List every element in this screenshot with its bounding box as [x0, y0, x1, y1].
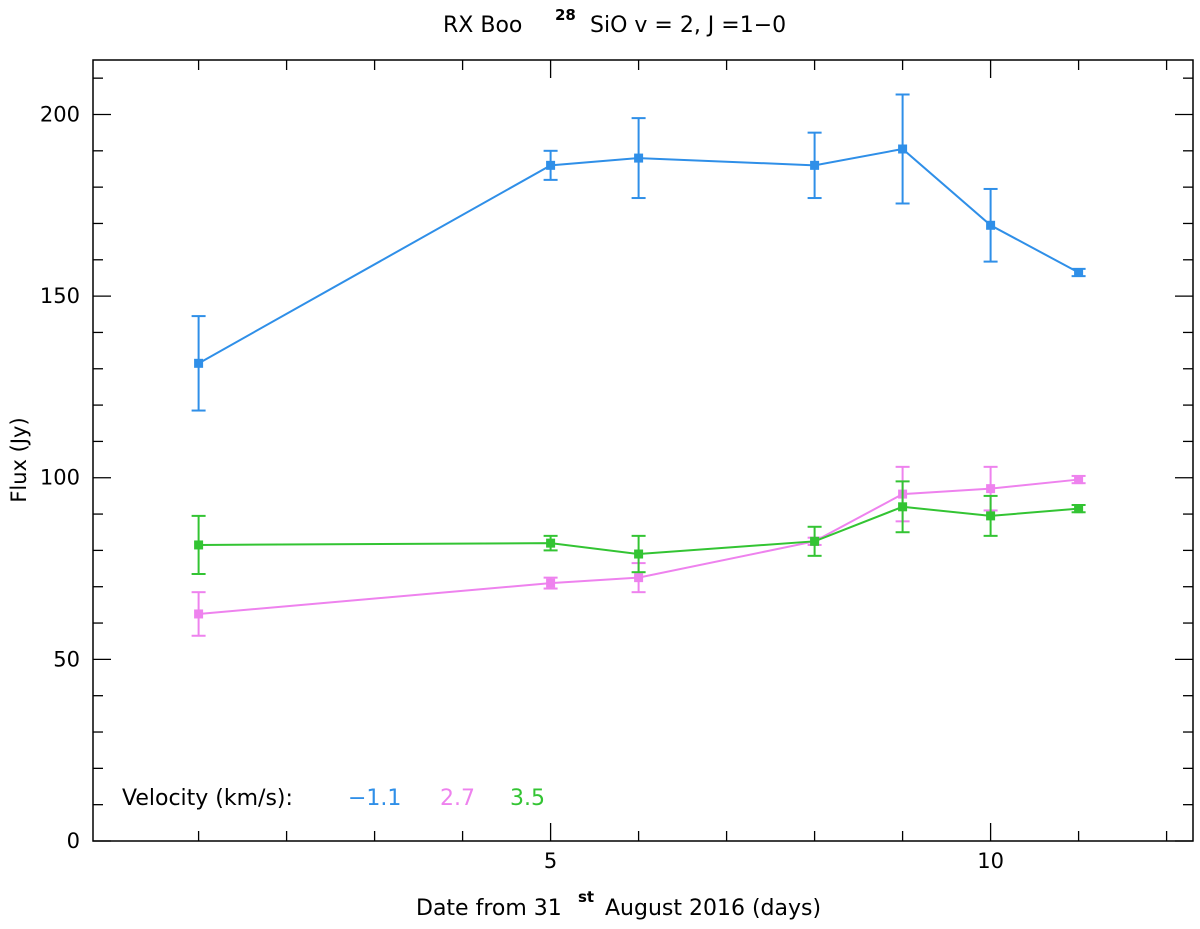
x-axis-label-prefix: Date from 31 [416, 896, 562, 921]
legend-entry-series-2: 2.7 [440, 786, 475, 811]
legend-title: Velocity (km/s): [122, 786, 293, 811]
data-point-marker [810, 536, 820, 546]
data-point-marker [1074, 268, 1084, 278]
data-point-marker [546, 538, 556, 548]
data-point-marker [986, 484, 996, 494]
y-axis-label: Flux (Jy) [7, 417, 31, 502]
series-1 [191, 93, 1086, 412]
data-point-marker [634, 153, 644, 163]
data-point-marker [1074, 475, 1084, 485]
legend: Velocity (km/s): −1.1 2.7 3.5 [122, 786, 545, 811]
data-point-marker [986, 511, 996, 521]
y-tick-label: 50 [53, 647, 80, 671]
data-point-marker [986, 220, 996, 230]
y-tick-label: 150 [40, 284, 80, 308]
axis-ticks [93, 60, 1193, 842]
data-point-marker [898, 502, 908, 512]
data-point-marker [634, 549, 644, 559]
data-point-marker [546, 160, 556, 170]
x-tick-label: 5 [544, 849, 557, 873]
data-point-marker [634, 573, 644, 583]
data-series [191, 93, 1086, 637]
plot-frame [92, 59, 1194, 842]
y-tick-label: 100 [40, 466, 80, 490]
legend-entry-series-1: −1.1 [348, 786, 401, 811]
data-point-marker [810, 160, 820, 170]
data-point-marker [546, 578, 556, 588]
data-point-marker [194, 540, 204, 550]
data-point-marker [898, 144, 908, 154]
y-tick-label: 0 [67, 829, 80, 853]
legend-entry-series-3: 3.5 [510, 786, 545, 811]
x-axis-label-suffix: August 2016 (days) [598, 896, 821, 921]
y-tick-label: 200 [40, 102, 80, 126]
chart-title-molecule: SiO v = 2, J =1−0 [590, 13, 786, 38]
series-3 [191, 480, 1086, 576]
chart-title-isotope: 28 [555, 6, 576, 24]
data-point-marker [194, 358, 204, 368]
x-axis-label-superscript: st [578, 888, 594, 906]
x-tick-label: 10 [977, 849, 1004, 873]
data-point-marker [194, 609, 204, 619]
chart-title-star: RX Boo [443, 13, 522, 38]
data-point-marker [1074, 504, 1084, 514]
